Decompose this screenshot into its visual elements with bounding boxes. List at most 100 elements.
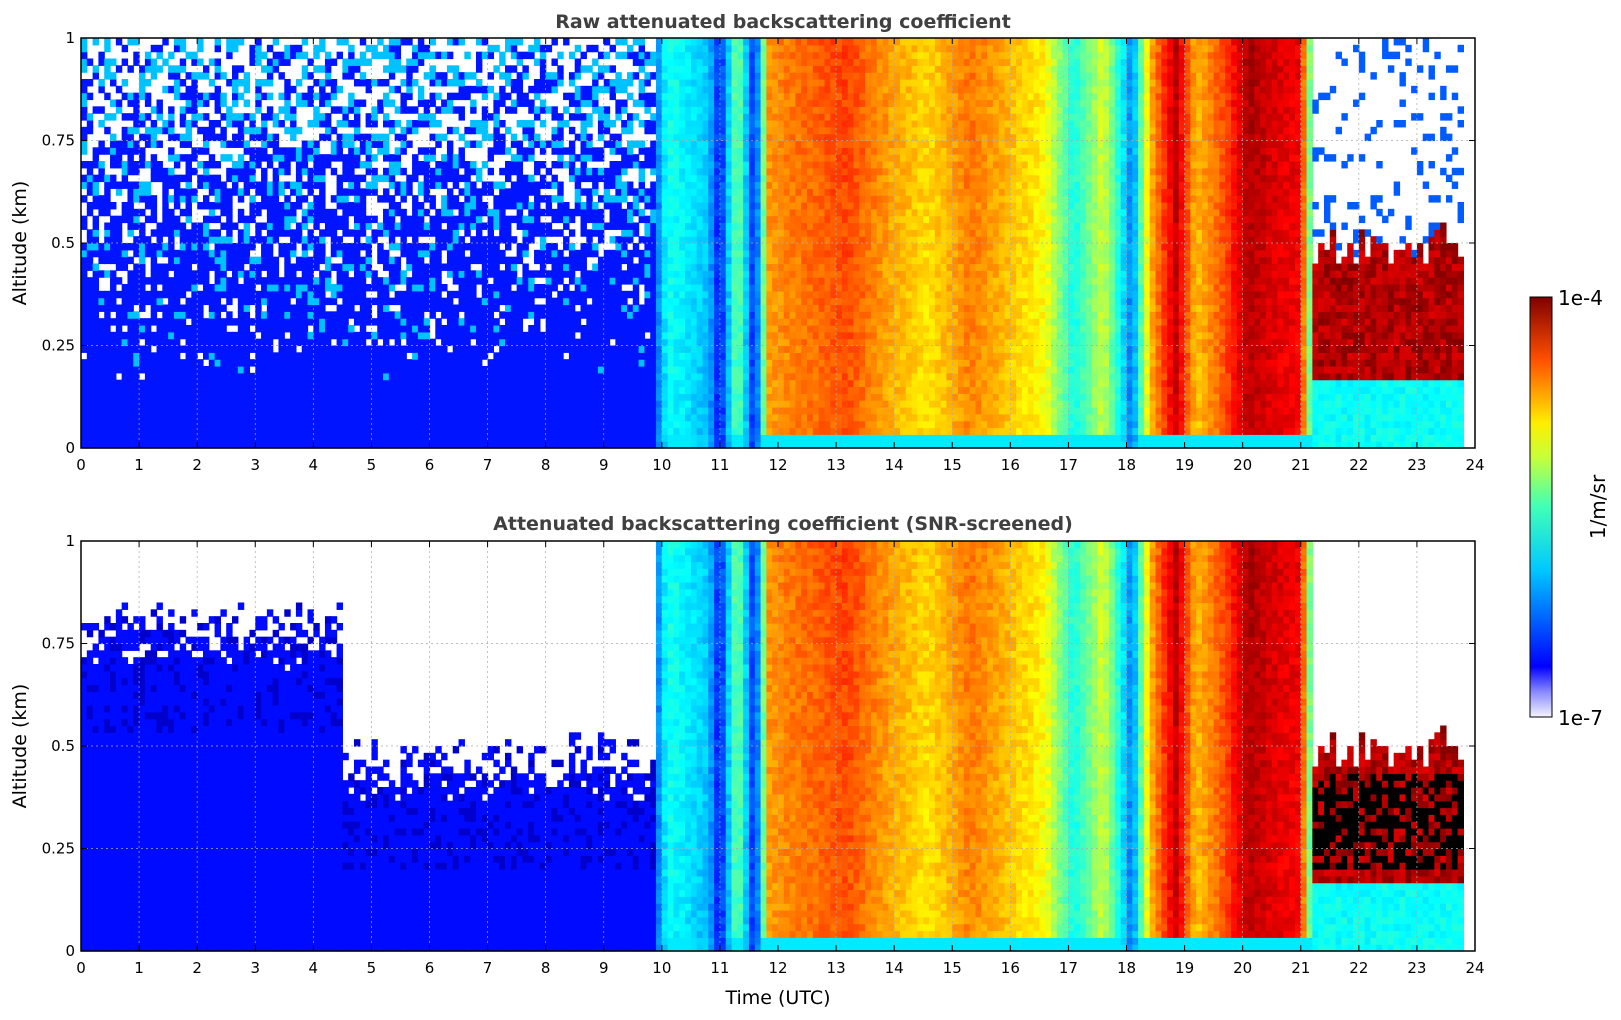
heatmap-cell	[388, 38, 396, 46]
heatmap-cell	[505, 393, 512, 401]
heatmap-cell	[301, 318, 309, 326]
heatmap-cell	[493, 434, 500, 442]
heatmap-cell	[464, 379, 471, 388]
heatmap-cell	[446, 229, 454, 237]
heatmap-cell	[330, 222, 338, 230]
heatmap-cell	[208, 284, 216, 292]
heatmap-cell	[383, 379, 390, 388]
heatmap-cell	[638, 51, 646, 60]
heatmap-cell	[632, 434, 640, 442]
heatmap-cell	[197, 38, 204, 46]
heatmap-cell	[597, 263, 605, 271]
heatmap-cell	[214, 372, 221, 381]
heatmap-cell	[644, 147, 651, 155]
heatmap-cell	[412, 290, 419, 299]
heatmap-cell	[696, 366, 704, 374]
heatmap-cell	[661, 413, 669, 422]
heatmap-cell	[342, 243, 349, 251]
heatmap-cell	[301, 277, 309, 285]
heatmap-cell	[185, 167, 192, 176]
heatmap-cell	[359, 133, 367, 142]
heatmap-cell	[208, 229, 216, 237]
heatmap-cell	[319, 386, 326, 394]
heatmap-cell	[208, 413, 216, 422]
heatmap-cell	[446, 386, 454, 394]
heatmap-cell	[696, 345, 704, 353]
heatmap-cell	[557, 229, 564, 237]
heatmap-cell	[493, 359, 500, 367]
heatmap-cell	[638, 147, 646, 155]
heatmap-cell	[220, 195, 227, 203]
heatmap-cell	[435, 140, 442, 148]
heatmap-cell	[104, 188, 111, 196]
heatmap-cell	[98, 249, 105, 258]
heatmap-cell	[127, 284, 134, 292]
heatmap-cell	[685, 140, 692, 148]
heatmap-cell	[249, 372, 256, 381]
heatmap-cell	[168, 181, 175, 189]
heatmap-cell	[324, 126, 332, 135]
heatmap-cell	[580, 386, 587, 394]
heatmap-cell	[307, 229, 314, 237]
heatmap-cell	[133, 311, 140, 319]
heatmap-cell	[656, 338, 663, 347]
heatmap-cell	[650, 167, 657, 176]
heatmap-cell	[284, 304, 291, 312]
heatmap-cell	[202, 407, 210, 415]
heatmap-cell	[528, 311, 535, 319]
heatmap-cell	[278, 58, 285, 66]
heatmap-cell	[597, 51, 605, 60]
heatmap-cell	[661, 249, 669, 258]
heatmap-cell	[139, 304, 146, 312]
heatmap-cell	[336, 359, 343, 367]
heatmap-cell	[86, 174, 94, 183]
heatmap-cell	[359, 413, 367, 422]
heatmap-cell	[563, 420, 570, 429]
heatmap-cell	[626, 161, 634, 169]
heatmap-cell	[295, 147, 303, 155]
heatmap-cell	[249, 44, 256, 53]
heatmap-cell	[330, 249, 338, 258]
heatmap-cell	[98, 120, 105, 128]
heatmap-cell	[615, 188, 622, 196]
heatmap-cell	[365, 372, 373, 381]
heatmap-cell	[563, 297, 570, 306]
heatmap-cell	[208, 202, 216, 210]
heatmap-cell	[423, 44, 431, 53]
heatmap-cell	[505, 407, 512, 415]
heatmap-cell	[597, 407, 605, 415]
heatmap-cell	[522, 420, 529, 429]
heatmap-cell	[679, 202, 686, 210]
heatmap-cell	[690, 379, 698, 388]
heatmap-cell	[237, 38, 245, 46]
heatmap-cell	[255, 99, 262, 107]
heatmap-cell	[510, 366, 518, 374]
heatmap-cell	[656, 386, 663, 394]
heatmap-cell	[632, 72, 640, 80]
heatmap-cell	[475, 277, 483, 285]
heatmap-cell	[342, 372, 349, 381]
heatmap-cell	[261, 120, 268, 128]
heatmap-cell	[92, 147, 100, 155]
heatmap-cell	[278, 386, 285, 394]
heatmap-cell	[557, 277, 564, 285]
heatmap-cell	[202, 215, 210, 224]
heatmap-cell	[685, 222, 692, 230]
heatmap-cell	[568, 243, 576, 251]
heatmap-cell	[470, 249, 477, 258]
heatmap-cell	[574, 92, 582, 101]
heatmap-cell	[603, 393, 611, 401]
heatmap-cell	[667, 38, 675, 46]
heatmap-cell	[615, 304, 622, 312]
heatmap-cell	[324, 345, 332, 353]
heatmap-cell	[609, 236, 616, 244]
heatmap-cell	[319, 215, 326, 224]
heatmap-cell	[330, 359, 338, 367]
heatmap-cell	[464, 366, 471, 374]
heatmap-cell	[214, 345, 221, 353]
heatmap-cell	[266, 58, 274, 66]
heatmap-cell	[505, 243, 512, 251]
heatmap-cell	[81, 331, 88, 340]
heatmap-cell	[371, 79, 378, 87]
heatmap-cell	[336, 38, 343, 46]
